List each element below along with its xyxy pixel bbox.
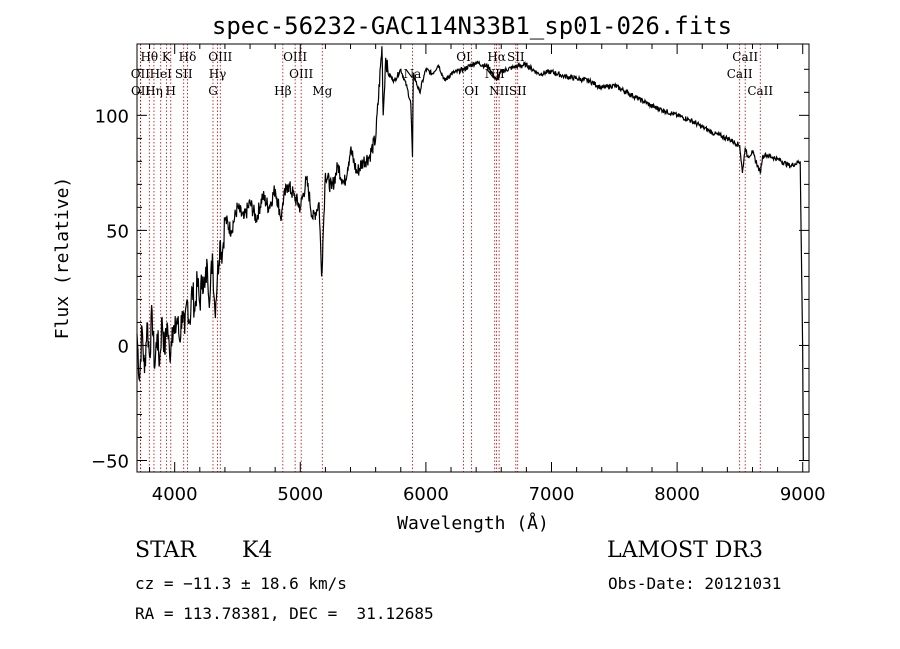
line-label-22: SII xyxy=(507,50,525,64)
line-label-15: Mg xyxy=(312,84,332,98)
line-label-6: H xyxy=(166,84,176,98)
line-label-9: OIII xyxy=(208,50,232,64)
x-tick-label: 9000 xyxy=(780,484,826,505)
line-label-17: OI xyxy=(456,50,471,64)
y-axis-label: Flux (relative) xyxy=(52,177,73,340)
line-label-12: Hβ xyxy=(274,84,291,98)
line-label-24: CaII xyxy=(727,67,753,81)
y-tick-label: −50 xyxy=(91,451,129,472)
survey-name: LAMOST DR3 xyxy=(607,538,763,563)
line-label-21: NII xyxy=(489,84,509,98)
axis-ticks: 4000 5000 6000 7000 8000 9000 −50 0 50 100 xyxy=(91,44,826,505)
plot-frame xyxy=(136,43,810,473)
observation-date: Obs-Date: 20121031 xyxy=(608,574,782,593)
line-label-25: CaII xyxy=(732,50,758,64)
line-label-13: OIII xyxy=(283,50,307,64)
line-label-11: G xyxy=(208,84,218,98)
y-tick-label: 100 xyxy=(95,106,129,127)
y-tick-label: 0 xyxy=(118,336,129,357)
line-label-7: SII xyxy=(175,67,193,81)
spectrum-series-line xyxy=(136,46,804,461)
redshift-cz: cz = −11.3 ± 18.6 km/s xyxy=(135,574,347,593)
x-tick-label: 5000 xyxy=(277,484,323,505)
x-tick-label: 6000 xyxy=(403,484,449,505)
line-label-4: HeI xyxy=(150,67,173,81)
x-axis-label: Wavelength (Å) xyxy=(397,512,549,534)
line-label-0: Hθ xyxy=(140,50,158,64)
line-label-20: Hα xyxy=(487,50,506,64)
spectral-line-markers xyxy=(139,44,761,472)
x-tick-label: 8000 xyxy=(654,484,700,505)
line-label-1: OII xyxy=(131,67,151,81)
line-label-23: SII xyxy=(509,84,527,98)
object-subclass: K4 xyxy=(242,538,273,563)
line-label-10: Hγ xyxy=(209,67,227,81)
line-label-5: K xyxy=(162,50,172,64)
line-label-2: OII xyxy=(131,84,151,98)
line-label-14: OIII xyxy=(289,67,313,81)
object-class: STAR xyxy=(135,538,196,563)
line-label-26: CaII xyxy=(747,84,773,98)
line-label-8: Hδ xyxy=(179,50,197,64)
y-tick-label: 50 xyxy=(106,221,129,242)
line-label-3: Hη xyxy=(145,84,163,98)
x-tick-label: 7000 xyxy=(529,484,575,505)
chart-title: spec-56232-GAC114N33B1_sp01-026.fits xyxy=(212,12,732,40)
line-label-18: OI xyxy=(464,84,479,98)
x-tick-label: 4000 xyxy=(152,484,198,505)
line-label-16: Na xyxy=(404,67,422,81)
ra-dec: RA = 113.78381, DEC = 31.12685 xyxy=(135,604,434,623)
